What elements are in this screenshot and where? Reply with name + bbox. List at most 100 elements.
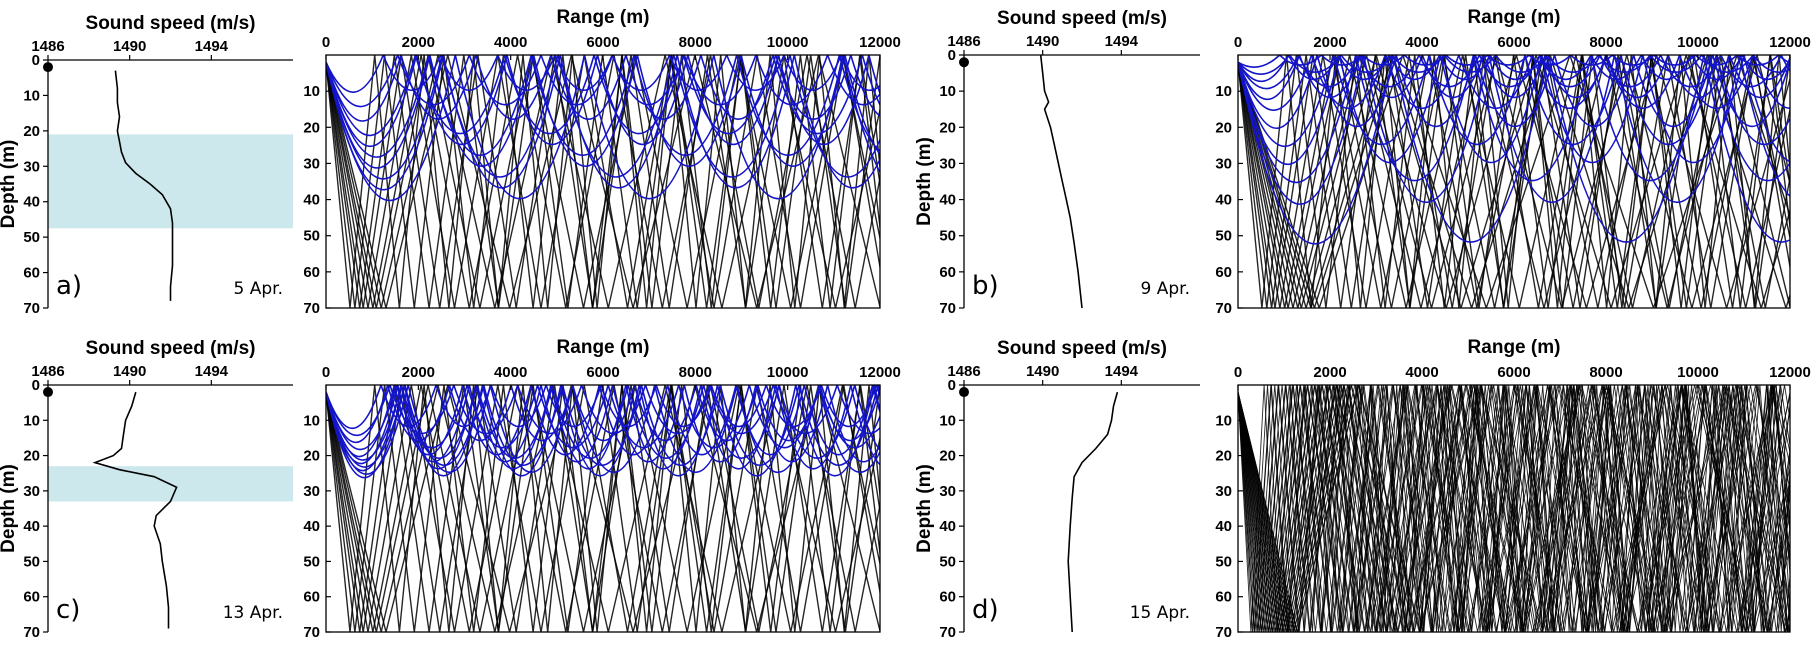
bottom-reflected-ray	[1238, 55, 1790, 308]
profile-xtick-label: 1486	[31, 38, 64, 55]
surface-refracted-ray	[326, 385, 880, 472]
ray-ytick-label: 70	[1215, 300, 1232, 317]
profile-xtick-label: 1490	[113, 363, 146, 380]
profile-ytick-label: 10	[939, 412, 956, 429]
profile-ylabel: Depth (m)	[0, 140, 19, 229]
profile-ytick-label: 20	[939, 119, 956, 136]
surface-refracted-ray	[326, 385, 880, 451]
ray-ytick-label: 20	[303, 448, 320, 465]
panel-c: 1486 1490 1494 0 10 20 30 40 50 60 70 Sound speed (…	[0, 337, 901, 641]
ray-ytick-label: 40	[1215, 518, 1232, 535]
ray-xtick-label: 10000	[767, 34, 809, 51]
ray-xtick-label: 4000	[494, 364, 527, 381]
profile-xtick-label: 1494	[1105, 33, 1139, 50]
profile-ytick-label: 70	[23, 624, 40, 641]
profile-ytick-label: 40	[939, 518, 956, 535]
bottom-reflected-ray	[1238, 385, 1790, 632]
profile-ytick-label: 40	[23, 518, 40, 535]
date-label: 5 Apr.	[234, 279, 283, 299]
source-marker	[43, 62, 53, 73]
surface-refracted-ray	[326, 385, 880, 458]
ray-xlabel: Range (m)	[557, 337, 650, 358]
ray-ytick-label: 60	[1215, 264, 1232, 281]
bottom-reflected-ray	[1238, 385, 1790, 632]
profile-ytick-label: 70	[939, 300, 956, 317]
ray-xtick-label: 10000	[1677, 364, 1719, 381]
ray-xtick-label: 0	[322, 364, 330, 381]
ray-xtick-label: 6000	[586, 34, 619, 51]
bottom-reflected-ray	[1238, 385, 1790, 632]
ray-ytick-label: 30	[303, 483, 320, 500]
bottom-reflected-ray	[326, 55, 880, 308]
bottom-reflected-ray	[1238, 55, 1790, 308]
panel-label: b)	[972, 271, 999, 301]
ray-ytick-label: 40	[1215, 192, 1232, 209]
profile-ytick-label: 30	[23, 483, 40, 500]
surface-refracted-ray	[326, 55, 880, 147]
surface-refracted-ray	[1238, 55, 1790, 166]
ray-ytick-label: 30	[303, 155, 320, 172]
panel-a: 1486 1490 1494 0 10 20 30 40 50 60 70 Sound speed (…	[0, 7, 901, 317]
profile-ytick-label: 50	[939, 553, 956, 570]
bottom-reflected-ray	[1238, 385, 1790, 632]
profile-ytick-label: 60	[23, 589, 40, 606]
bottom-reflected-ray	[1238, 385, 1790, 632]
ray-fan	[1238, 385, 1790, 632]
ray-ytick-label: 30	[1215, 483, 1232, 500]
profile-ytick-label: 60	[939, 589, 956, 606]
ray-xtick-label: 12000	[859, 34, 901, 51]
ray-xtick-label: 2000	[1313, 364, 1346, 381]
bottom-reflected-ray	[1238, 385, 1790, 632]
ray-xtick-label: 6000	[1497, 34, 1530, 51]
bottom-reflected-ray	[1238, 55, 1790, 308]
bottom-reflected-ray	[1238, 385, 1790, 632]
date-label: 9 Apr.	[1141, 279, 1190, 299]
bottom-reflected-ray	[1238, 385, 1790, 632]
ray-xtick-label: 0	[1234, 34, 1242, 51]
profile-xtick-label: 1486	[947, 33, 980, 50]
bottom-reflected-ray	[326, 55, 880, 308]
profile-xtick-label: 1486	[31, 363, 64, 380]
profile-ytick-label: 40	[939, 192, 956, 209]
surface-refracted-ray	[1238, 55, 1790, 129]
ray-xtick-label: 0	[322, 34, 330, 51]
profile-ytick-label: 0	[32, 377, 40, 394]
bottom-reflected-ray	[1238, 385, 1790, 632]
ray-ytick-label: 10	[303, 412, 320, 429]
ray-xtick-label: 2000	[402, 364, 435, 381]
ray-xtick-label: 12000	[859, 364, 901, 381]
ray-fan	[326, 385, 880, 632]
source-marker	[959, 387, 969, 398]
panel-label: a)	[56, 271, 82, 301]
surface-refracted-ray	[1238, 55, 1790, 245]
ray-xtick-label: 4000	[1405, 34, 1438, 51]
profile-ytick-label: 30	[939, 155, 956, 172]
bottom-reflected-ray	[1238, 55, 1790, 308]
profile-xlabel: Sound speed (m/s)	[997, 8, 1167, 29]
sound-speed-profile-line	[114, 70, 174, 301]
surface-refracted-ray	[326, 385, 880, 475]
bottom-reflected-ray	[1238, 385, 1790, 632]
surface-refracted-ray	[1238, 55, 1790, 111]
date-label: 15 Apr.	[1130, 603, 1190, 623]
ray-ytick-label: 20	[1215, 448, 1232, 465]
profile-xtick-label: 1490	[1026, 363, 1059, 380]
ray-ytick-label: 30	[1215, 155, 1232, 172]
profile-xlabel: Sound speed (m/s)	[86, 338, 256, 359]
bottom-reflected-ray	[326, 385, 880, 632]
bottom-reflected-ray	[1238, 385, 1790, 632]
bottom-reflected-ray	[326, 385, 880, 632]
profile-ytick-label: 60	[939, 264, 956, 281]
ray-xlabel: Range (m)	[557, 7, 650, 28]
bottom-reflected-ray	[1238, 385, 1790, 632]
bottom-reflected-ray	[326, 385, 880, 632]
ray-xtick-label: 12000	[1769, 364, 1811, 381]
panel-b: 1486 1490 1494 0 10 20 30 40 50 60 70 Sound speed (…	[914, 7, 1811, 317]
ray-xtick-label: 8000	[679, 364, 712, 381]
ray-xtick-label: 4000	[1405, 364, 1438, 381]
date-label: 13 Apr.	[223, 603, 283, 623]
ray-xtick-label: 10000	[1677, 34, 1719, 51]
ray-ytick-label: 70	[303, 624, 320, 641]
profile-ytick-label: 10	[939, 83, 956, 100]
